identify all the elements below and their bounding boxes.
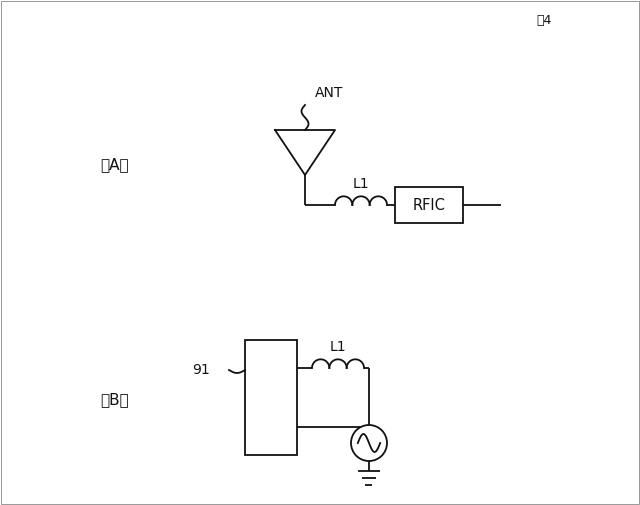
Text: 図4: 図4	[536, 14, 552, 27]
Text: （A）: （A）	[100, 158, 129, 173]
Circle shape	[351, 425, 387, 461]
Bar	[395, 187, 463, 223]
Text: L1: L1	[330, 340, 346, 354]
Text: L1: L1	[353, 177, 369, 191]
Text: 91: 91	[192, 363, 210, 377]
Text: （B）: （B）	[100, 392, 129, 408]
Text: RFIC: RFIC	[413, 197, 445, 213]
Bar	[245, 340, 297, 455]
Text: ANT: ANT	[315, 86, 344, 100]
